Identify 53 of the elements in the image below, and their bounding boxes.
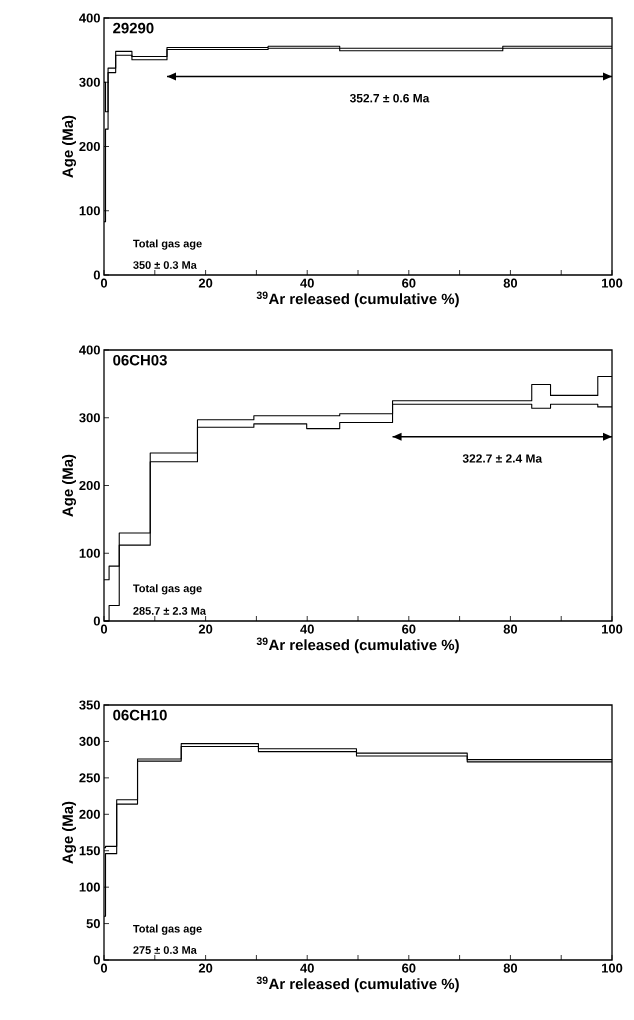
- x-tick-label: 60: [402, 963, 416, 973]
- x-axis-title: $^{39}$Ar released (cumulative %): [256, 291, 459, 308]
- x-tick-label: 60: [402, 278, 416, 288]
- chart-title: 06CH03: [113, 354, 167, 366]
- x-tick-label: 80: [503, 963, 518, 973]
- annotation: 285.7 ± 2.3 Ma: [133, 607, 207, 615]
- series-label: 322.7 ± 2.4 Ma: [462, 454, 543, 463]
- y-tick-label: 400: [79, 13, 100, 23]
- y-tick-label: 200: [79, 141, 100, 152]
- y-tick-label: 150: [79, 846, 100, 856]
- x-tick-label: 20: [198, 278, 213, 288]
- x-tick-label: 0: [100, 278, 108, 288]
- y-tick-label: 350: [79, 700, 100, 710]
- series-label: 352.7 ± 0.6 Ma: [349, 94, 430, 103]
- x-tick-label: 60: [402, 624, 416, 634]
- y-tick-label: 300: [79, 77, 100, 87]
- y-axis-title: Age (Ma): [62, 454, 77, 517]
- y-tick-label: 300: [79, 736, 100, 747]
- x-tick-label: 20: [198, 624, 213, 634]
- chart-title: 29290: [113, 22, 154, 34]
- y-tick-label: 100: [79, 206, 100, 216]
- y-axis-title: Age (Ma): [62, 115, 77, 178]
- x-tick-label: 40: [300, 278, 314, 288]
- y-tick-label: 50: [86, 919, 100, 929]
- x-tick-label: 40: [300, 624, 314, 634]
- y-tick-label: 100: [79, 548, 100, 558]
- x-tick-label: 40: [300, 963, 314, 973]
- y-tick-label: 0: [93, 270, 100, 280]
- y-tick-label: 250: [79, 773, 100, 783]
- x-tick-label: 100: [602, 278, 623, 288]
- y-tick-label: 200: [79, 809, 100, 819]
- x-tick-label: 100: [602, 963, 623, 973]
- y-axis-title: Age (Ma): [62, 801, 77, 864]
- annotation: 350 ± 0.3 Ma: [133, 261, 197, 269]
- x-tick-label: 80: [503, 278, 518, 288]
- y-tick-label: 400: [79, 345, 100, 355]
- x-axis-title: $^{39}$Ar released (cumulative %): [256, 637, 459, 654]
- annotation: Total gas age: [133, 239, 202, 250]
- x-tick-label: 0: [100, 963, 108, 973]
- annotation: Total gas age: [133, 584, 202, 595]
- y-tick-label: 0: [93, 955, 100, 965]
- y-tick-label: 300: [79, 413, 100, 423]
- x-axis-title: $^{39}$Ar released (cumulative %): [256, 976, 459, 993]
- x-tick-label: 100: [602, 624, 623, 634]
- x-tick-label: 0: [100, 624, 108, 634]
- x-tick-label: 80: [503, 624, 518, 634]
- y-tick-label: 100: [79, 882, 100, 892]
- y-tick-label: 200: [79, 480, 100, 491]
- annotation: Total gas age: [133, 924, 202, 935]
- annotation: 275 ± 0.3 Ma: [133, 946, 197, 954]
- y-tick-label: 0: [93, 616, 100, 626]
- chart-title: 06CH10: [113, 709, 167, 721]
- x-tick-label: 20: [198, 963, 213, 973]
